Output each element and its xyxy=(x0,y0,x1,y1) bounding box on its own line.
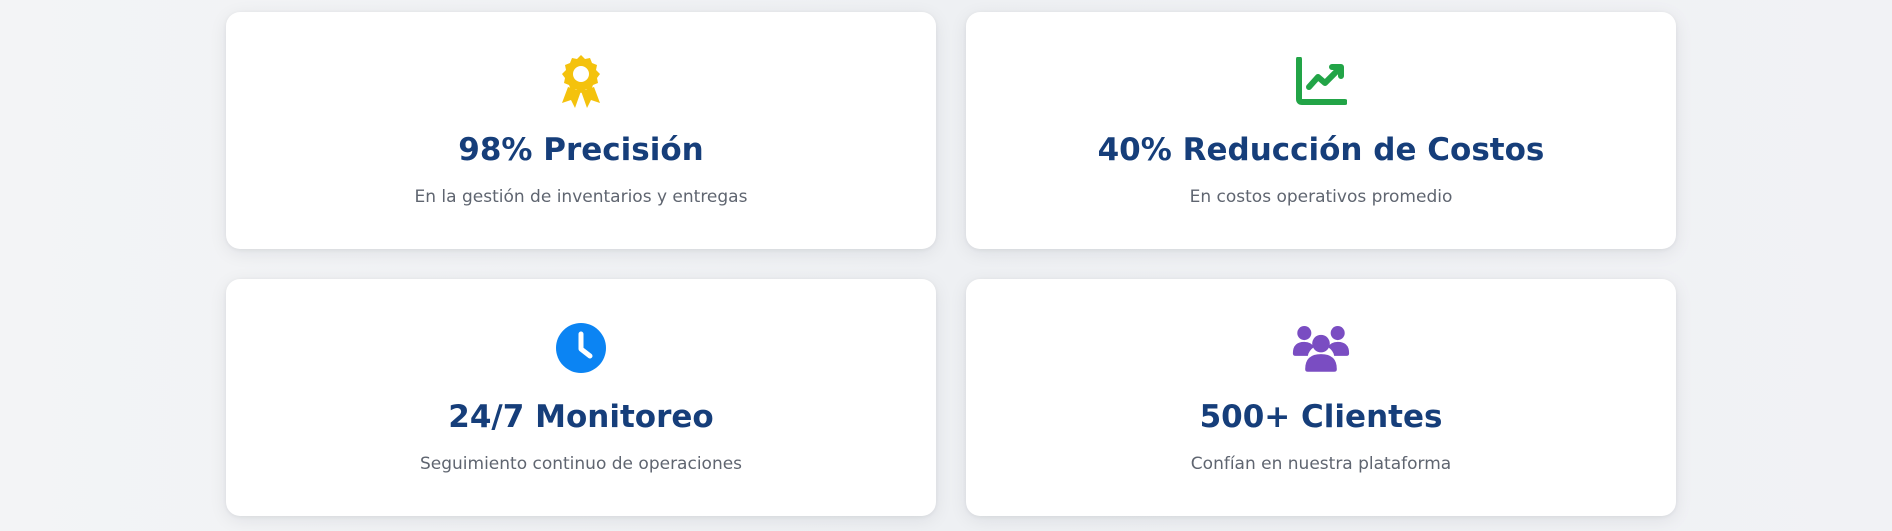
stat-title: 98% Precisión xyxy=(458,132,704,168)
clock-icon xyxy=(552,319,610,377)
stat-description: En la gestión de inventarios y entregas xyxy=(414,187,748,208)
stat-title: 40% Reducción de Costos xyxy=(1097,132,1545,168)
stat-description: Seguimiento continuo de operaciones xyxy=(419,454,743,475)
stats-grid: 98% Precisión En la gestión de inventari… xyxy=(226,12,1676,516)
award-icon xyxy=(552,52,610,110)
stat-description: Confían en nuestra plataforma xyxy=(1190,454,1452,475)
stat-title: 500+ Clientes xyxy=(1199,399,1443,435)
stat-title: 24/7 Monitoreo xyxy=(448,399,714,435)
users-icon xyxy=(1292,319,1350,377)
stat-description: En costos operativos promedio xyxy=(1189,187,1453,208)
stat-card-costs: 40% Reducción de Costos En costos operat… xyxy=(966,12,1676,249)
stat-card-monitoring: 24/7 Monitoreo Seguimiento continuo de o… xyxy=(226,279,936,516)
stat-card-precision: 98% Precisión En la gestión de inventari… xyxy=(226,12,936,249)
stat-card-clients: 500+ Clientes Confían en nuestra platafo… xyxy=(966,279,1676,516)
chart-line-icon xyxy=(1292,52,1350,110)
